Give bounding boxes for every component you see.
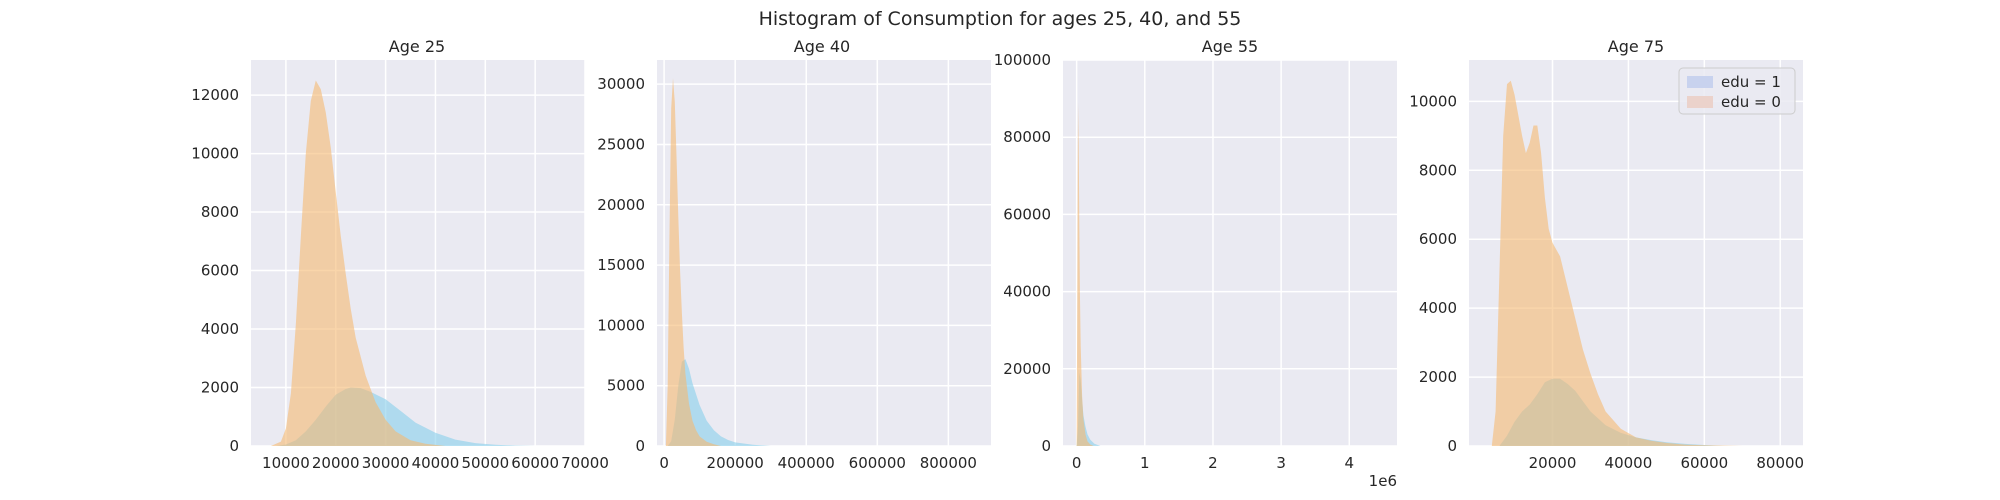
x-tick-label: 50000 (461, 454, 509, 472)
y-tick-label: 8000 (201, 203, 239, 221)
figure-title: Histogram of Consumption for ages 25, 40… (759, 8, 1242, 30)
legend: edu = 1 edu = 0 (1678, 67, 1796, 115)
x-tick-label: 4 (1345, 454, 1355, 472)
x-tick-label: 400000 (778, 454, 835, 472)
plot-area (657, 60, 991, 446)
subplot-age-55: 0 1 2 3 4 0 20000 40000 60000 80000 100000 1e6 Age 5… (994, 37, 1397, 490)
subplot-title: Age 55 (1202, 37, 1258, 56)
x-tick-label: 1 (1140, 454, 1150, 472)
y-tick-label: 4000 (201, 320, 239, 338)
histogram-series-edu-0 (270, 80, 446, 446)
histogram-series-edu-0 (665, 78, 721, 446)
y-tick-label: 10000 (1409, 92, 1457, 110)
x-tick-label: 0 (659, 454, 669, 472)
y-tick-label: 0 (635, 437, 645, 455)
x-tick-label: 40000 (1605, 454, 1653, 472)
x-tick-label: 60000 (511, 454, 559, 472)
x-tick-label: 70000 (561, 454, 609, 472)
subplot-age-25: 10000 20000 30000 40000 50000 60000 7000002000… (191, 37, 609, 472)
subplot-title: Age 25 (389, 37, 445, 56)
y-tick-label: 2000 (201, 379, 239, 397)
y-tick-label: 4000 (1419, 299, 1457, 317)
y-tick-label: 20000 (597, 196, 645, 214)
legend-swatch (1687, 96, 1713, 108)
subplot-age-40: 0 200000 400000 600000 800000 0 5000 10000 15000… (597, 37, 991, 472)
y-tick-label: 10000 (191, 145, 239, 163)
x-tick-label: 40000 (412, 454, 460, 472)
x-tick-label: 600000 (849, 454, 906, 472)
y-tick-label: 0 (1041, 437, 1051, 455)
y-tick-label: 8000 (1419, 161, 1457, 179)
x-tick-label: 20000 (312, 454, 360, 472)
x-tick-label: 200000 (707, 454, 764, 472)
x-tick-label: 3 (1276, 454, 1286, 472)
x-tick-label: 800000 (920, 454, 977, 472)
y-tick-label: 30000 (597, 75, 645, 93)
histogram-series-edu-0 (1076, 102, 1094, 446)
plot-area (1063, 60, 1397, 446)
y-tick-label: 6000 (201, 262, 239, 280)
y-tick-label: 10000 (597, 316, 645, 334)
y-tick-label: 0 (229, 437, 239, 455)
y-tick-label: 100000 (994, 51, 1051, 69)
y-tick-label: 20000 (1003, 360, 1051, 378)
y-tick-label: 15000 (597, 256, 645, 274)
subplot-age-75: 20000 40000 60000 80000 0 2000 4000 6000 8000 100… (1409, 37, 1804, 472)
x-tick-label: 10000 (262, 454, 310, 472)
x-offset-label: 1e6 (1369, 472, 1397, 490)
y-tick-label: 6000 (1419, 230, 1457, 248)
y-tick-label: 0 (1447, 437, 1457, 455)
x-tick-label: 0 (1072, 454, 1082, 472)
legend-label: edu = 0 (1721, 93, 1781, 111)
y-tick-label: 80000 (1003, 128, 1051, 146)
y-tick-label: 25000 (597, 135, 645, 153)
x-tick-label: 60000 (1680, 454, 1728, 472)
x-tick-label: 20000 (1529, 454, 1577, 472)
x-tick-label: 30000 (362, 454, 410, 472)
legend-label: edu = 1 (1721, 73, 1781, 91)
subplot-title: Age 75 (1608, 37, 1664, 56)
y-tick-label: 5000 (607, 377, 645, 395)
x-tick-label: 2 (1208, 454, 1218, 472)
x-tick-label: 80000 (1756, 454, 1804, 472)
y-tick-label: 2000 (1419, 368, 1457, 386)
y-tick-label: 40000 (1003, 283, 1051, 301)
legend-swatch (1687, 76, 1713, 88)
subplot-title: Age 40 (794, 37, 850, 56)
y-tick-label: 60000 (1003, 205, 1051, 223)
y-tick-label: 12000 (191, 86, 239, 104)
histogram-series-edu-0 (1491, 80, 1743, 446)
